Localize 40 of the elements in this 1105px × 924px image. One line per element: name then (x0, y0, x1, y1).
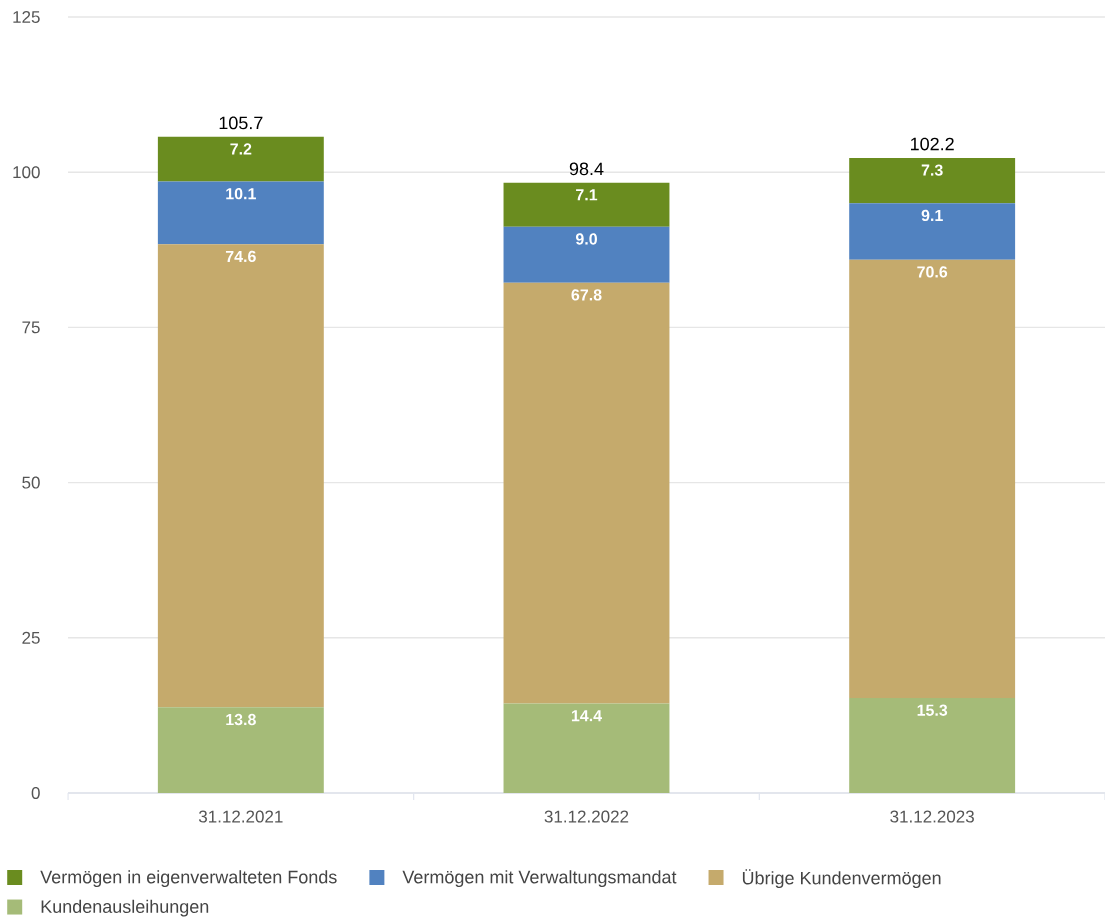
total-label: 105.7 (219, 116, 263, 130)
data-label: 7.3 (921, 164, 943, 176)
bar (849, 698, 1016, 793)
legend-label: Kundenausleihungen (41, 899, 209, 917)
bar (503, 703, 670, 793)
bar (849, 203, 1016, 260)
x-tick-label: 31.12.2023 (890, 810, 974, 823)
data-label: 67.8 (571, 289, 602, 301)
data-label: 10.1 (226, 188, 256, 200)
bar (503, 282, 670, 704)
total-label: 102.2 (911, 137, 954, 151)
data-label: 14.4 (571, 710, 602, 722)
data-label: 9.0 (575, 233, 597, 245)
data-label: 9.1 (921, 209, 943, 222)
data-label: 15.3 (917, 704, 948, 716)
legend-label: Vermögen in eigenverwalteten Fonds (40, 870, 337, 887)
y-tick-label: 0 (31, 786, 40, 800)
total-label: 98.4 (569, 162, 604, 176)
y-tick-label: 100 (13, 166, 40, 179)
y-tick-label: 75 (22, 321, 40, 334)
bar (157, 181, 324, 245)
bar (157, 136, 324, 182)
legend-label: Vermögen mit Verwaltungsmandat (402, 870, 677, 887)
data-label: 74.6 (225, 250, 256, 263)
y-tick-label: 50 (22, 476, 40, 489)
y-tick-label: 25 (22, 631, 40, 644)
y-tick-label: 125 (13, 10, 40, 24)
data-label: 13.8 (226, 713, 256, 726)
bar (849, 157, 1016, 204)
data-label: 70.6 (917, 266, 948, 278)
bar (157, 707, 324, 793)
data-label: 7.2 (230, 143, 252, 155)
bar (503, 226, 670, 283)
x-tick-label: 31.12.2022 (544, 810, 629, 823)
bar (849, 259, 1016, 699)
bar (157, 244, 324, 708)
x-tick-label: 31.12.2021 (198, 810, 283, 823)
legend-label: Übrige Kundenvermögen (742, 869, 941, 888)
bar (503, 182, 670, 227)
data-label: 7.1 (576, 189, 598, 201)
